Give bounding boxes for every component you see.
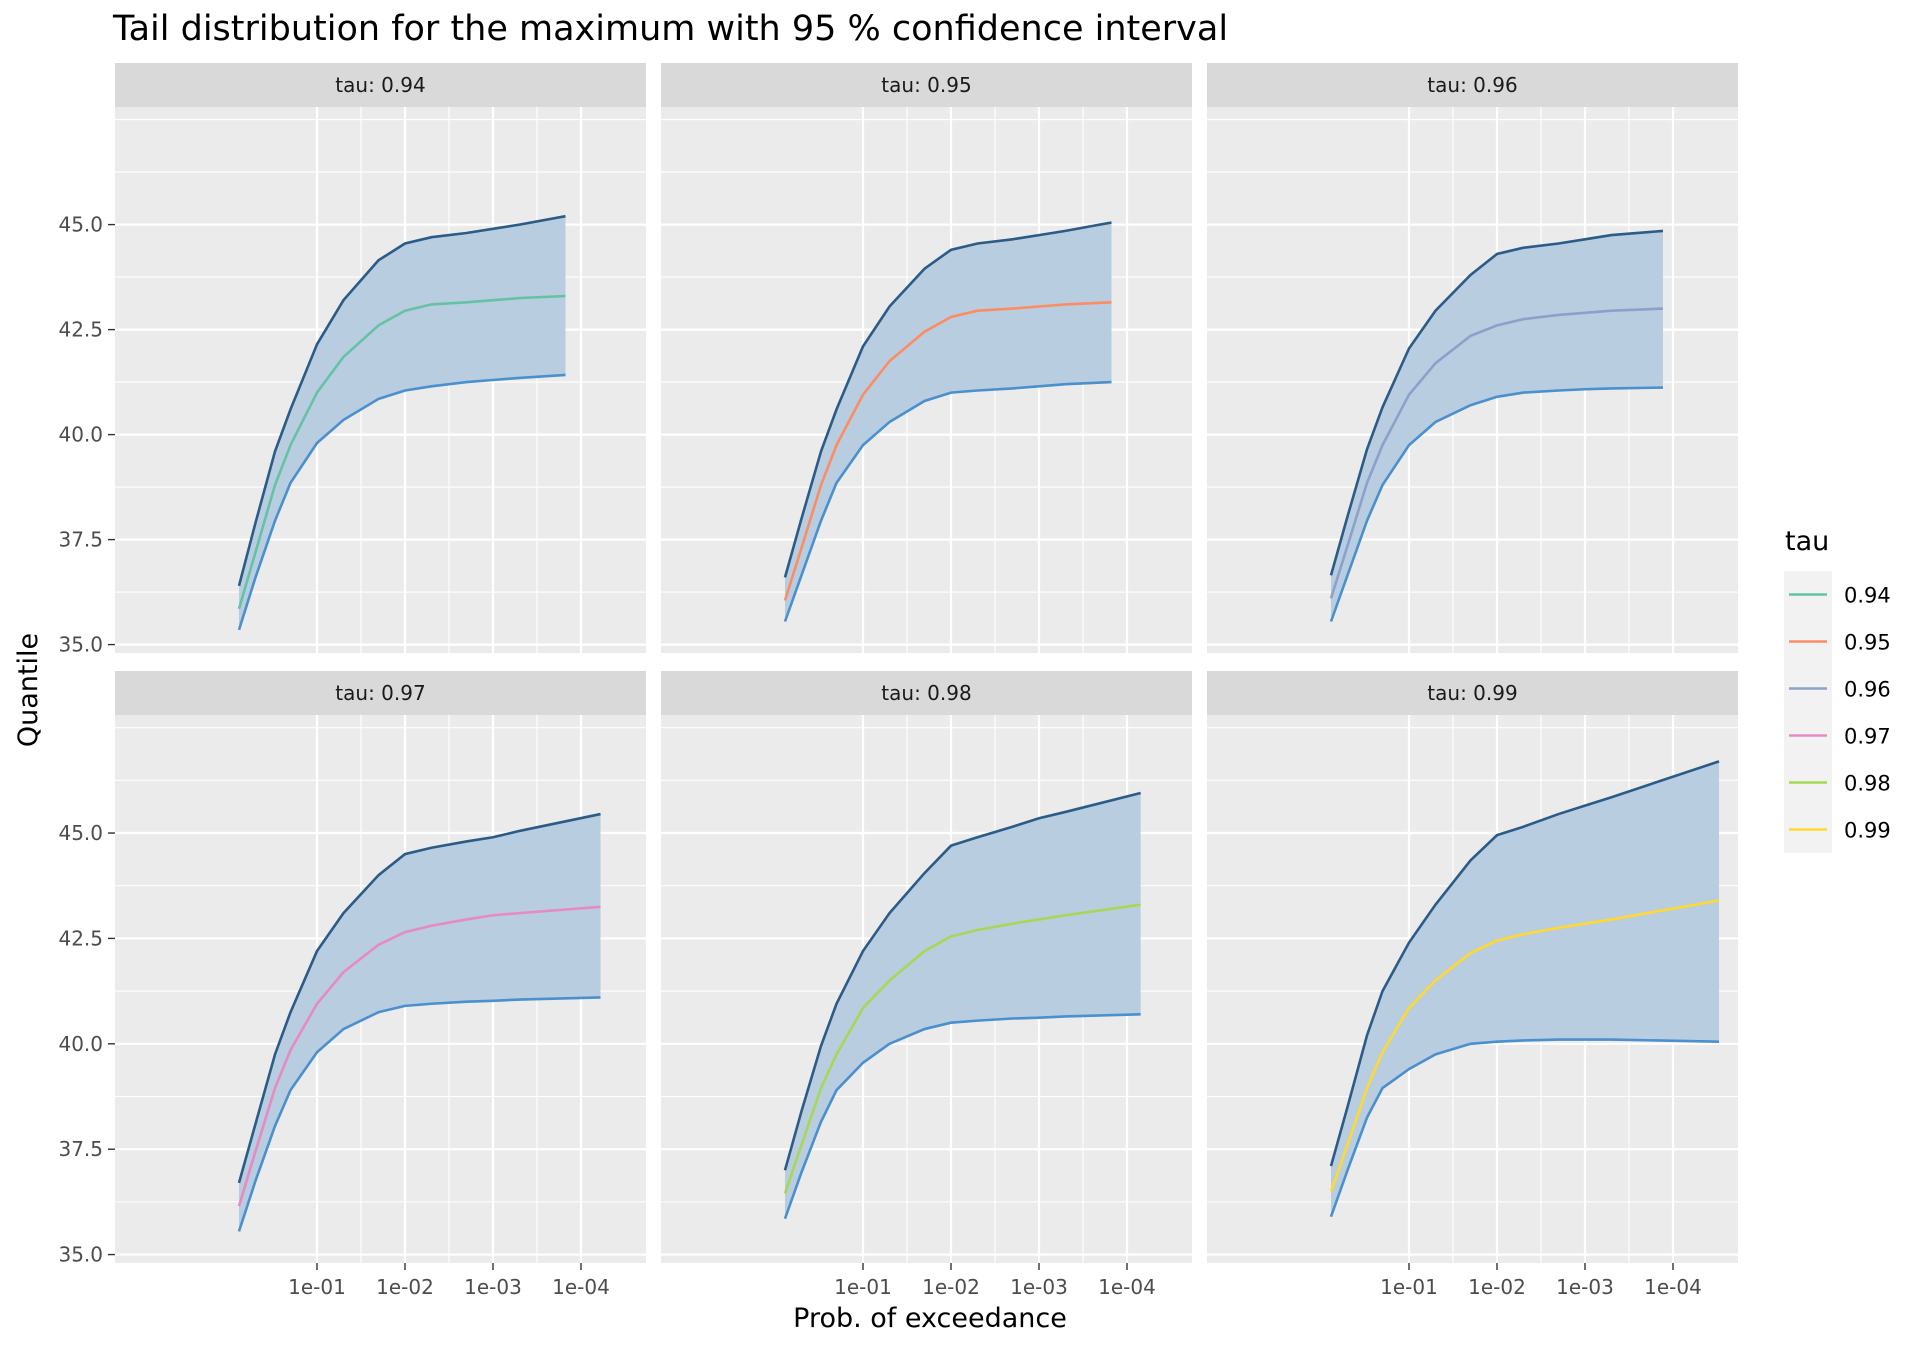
estimate-line [783,903,1141,1194]
strip-label: tau: 0.95 [881,73,971,97]
confidence-ribbon [238,216,566,630]
legend-item: 0.96 [1784,665,1891,712]
lower-bound-line [237,373,566,631]
x-axis-title: Prob. of exceedance [793,1303,1067,1334]
legend-label: 0.94 [1844,584,1891,608]
strip-background [115,671,646,715]
legend-item: 0.95 [1784,618,1891,665]
facet-panel-1: tau: 0.94 35.0 37.5 40.0 42.5 45.0 [58,63,646,657]
legend-label: 0.95 [1844,631,1891,655]
strip-background [661,63,1192,107]
x-tick-label: 1e-02 [922,1275,980,1299]
strip-label: tau: 0.98 [881,681,971,705]
strip-label: tau: 0.96 [1427,73,1517,97]
chart-title: Tail distribution for the maximum with 9… [112,9,1228,49]
confidence-ribbon [1330,761,1720,1217]
estimate-line [783,301,1112,601]
x-tick-label: 1e-02 [376,1275,434,1299]
y-tick-label: 35.0 [58,1243,103,1267]
lower-bound-line [237,996,601,1232]
legend: tau 0.94 0.95 0.96 0.97 0.98 0.99 [1784,526,1891,853]
legend-item: 0.99 [1784,806,1891,853]
strip-label: tau: 0.97 [335,681,425,705]
y-tick-label: 37.5 [58,1137,103,1161]
legend-title: tau [1785,526,1829,557]
x-tick-label: 1e-04 [552,1275,610,1299]
strip-label: tau: 0.94 [335,73,425,97]
upper-bound-line [783,221,1112,578]
x-tick-label: 1e-02 [1468,1275,1526,1299]
y-tick-label: 45.0 [58,821,103,845]
strip-background [115,63,646,107]
y-tick-label: 40.0 [58,1032,103,1056]
upper-bound-line [1329,760,1720,1167]
y-tick-label: 45.0 [58,213,103,237]
confidence-ribbon [784,222,1112,622]
estimate-line [1329,899,1720,1192]
y-axis-title: Quantile [13,633,44,747]
legend-label: 0.96 [1844,678,1891,702]
legend-label: 0.97 [1844,725,1891,749]
estimate-line [1329,307,1664,599]
x-tick-label: 1e-04 [1644,1275,1702,1299]
facet-panel-4: tau: 0.97 35.0 37.5 40.0 42.5 45.0 1e-01 1e-02 1… [58,671,646,1299]
upper-bound-line [237,214,566,587]
x-tick-label: 1e-04 [1098,1275,1156,1299]
y-tick-label: 40.0 [58,423,103,447]
x-tick-label: 1e-01 [834,1275,892,1299]
lower-bound-line [783,380,1112,622]
lower-bound-line [783,1012,1141,1220]
upper-bound-line [1329,229,1664,576]
estimate-line [237,905,601,1207]
y-tick-label: 37.5 [58,528,103,552]
legend-item: 0.94 [1784,571,1891,618]
y-tick-label: 35.0 [58,633,103,657]
legend-label: 0.99 [1844,819,1891,843]
facet-panel-2: tau: 0.95 [661,63,1192,653]
lower-bound-line [1329,386,1663,622]
estimate-line [237,294,566,610]
legend-item: 0.97 [1784,712,1891,759]
confidence-ribbon [238,814,601,1232]
facet-panel-3: tau: 0.96 [1207,63,1738,653]
lower-bound-line [1329,1038,1720,1218]
upper-bound-line [237,812,601,1184]
x-tick-label: 1e-01 [1380,1275,1438,1299]
y-tick-label: 42.5 [58,926,103,950]
facet-panel-6: tau: 0.99 1e-01 1e-02 1e-03 1e-04 [1207,671,1738,1299]
legend-label: 0.98 [1844,772,1891,796]
upper-bound-line [783,791,1141,1171]
x-tick-label: 1e-03 [464,1275,522,1299]
x-tick-label: 1e-03 [1010,1275,1068,1299]
facet-panels: tau: 0.94 35.0 37.5 40.0 42.5 45.0 tau: 0.95 ta… [58,63,1738,1299]
x-tick-label: 1e-01 [288,1275,346,1299]
strip-background [661,671,1192,715]
confidence-ribbon [1330,230,1663,622]
y-tick-label: 42.5 [58,318,103,342]
strip-background [1207,671,1738,715]
strip-background [1207,63,1738,107]
legend-item: 0.98 [1784,759,1891,806]
strip-label: tau: 0.99 [1427,681,1517,705]
x-tick-label: 1e-03 [1556,1275,1614,1299]
facet-panel-5: tau: 0.98 1e-01 1e-02 1e-03 1e-04 [661,671,1192,1299]
confidence-ribbon [784,792,1141,1219]
